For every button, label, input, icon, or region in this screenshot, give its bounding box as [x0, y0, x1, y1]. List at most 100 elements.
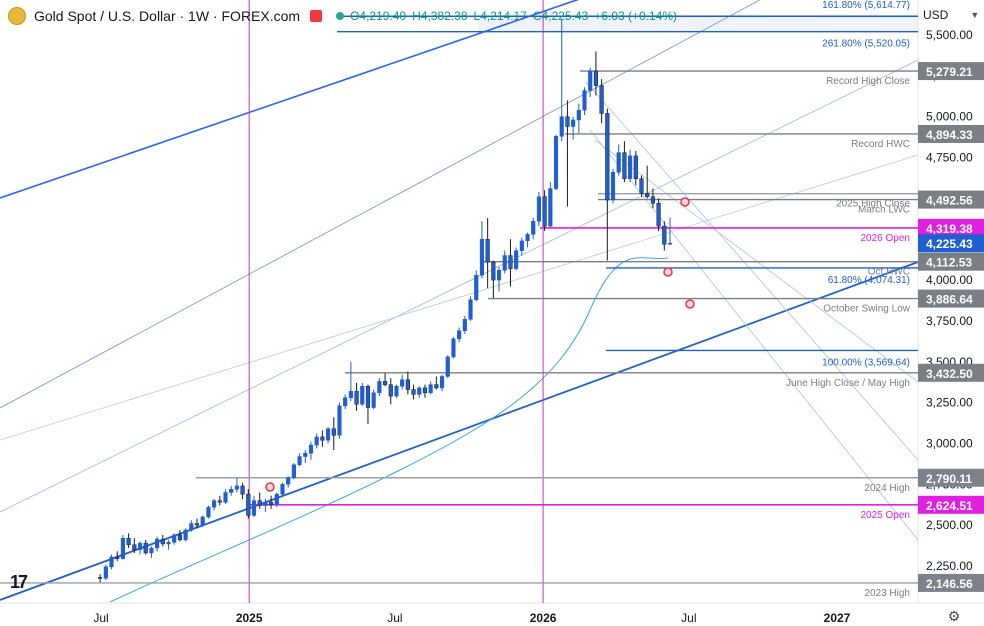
candle-body[interactable]: [434, 384, 439, 389]
candle-body[interactable]: [662, 225, 667, 245]
candle-body[interactable]: [194, 523, 200, 526]
candle-body[interactable]: [234, 485, 239, 490]
candle-body[interactable]: [263, 502, 268, 506]
candle-body[interactable]: [120, 537, 125, 559]
candle-body[interactable]: [628, 155, 633, 180]
candle-body[interactable]: [667, 242, 673, 245]
candle-body[interactable]: [365, 386, 371, 408]
candle-body[interactable]: [354, 390, 359, 405]
candle-body[interactable]: [468, 299, 473, 320]
price-axis-panel[interactable]: [918, 0, 984, 626]
candle-body[interactable]: [417, 387, 422, 395]
marker-circle-1[interactable]: [680, 197, 690, 207]
candle-body[interactable]: [548, 188, 553, 227]
candle-body[interactable]: [229, 488, 234, 493]
candle-body[interactable]: [439, 376, 445, 389]
gear-icon[interactable]: ⚙: [947, 608, 961, 624]
candle-body[interactable]: [582, 90, 587, 111]
candle-body[interactable]: [479, 238, 485, 276]
candle-body[interactable]: [565, 116, 570, 127]
candle-body[interactable]: [246, 493, 251, 516]
candle-body[interactable]: [519, 240, 524, 251]
candle-body[interactable]: [502, 255, 507, 271]
candle-body[interactable]: [428, 384, 433, 394]
candle-body[interactable]: [599, 85, 604, 114]
candle-body[interactable]: [337, 405, 342, 436]
candle-body[interactable]: [348, 390, 353, 398]
candle-body[interactable]: [622, 152, 627, 180]
candle-body[interactable]: [137, 542, 143, 550]
candle-body[interactable]: [388, 384, 393, 397]
trendline-3[interactable]: [0, 261, 919, 601]
candle-body[interactable]: [132, 544, 137, 550]
candle-body[interactable]: [593, 70, 598, 86]
candle-body[interactable]: [149, 547, 154, 554]
marker-circle-3[interactable]: [685, 299, 695, 309]
candle-body[interactable]: [645, 193, 650, 198]
candle-body[interactable]: [291, 464, 296, 479]
candle-body[interactable]: [126, 537, 131, 546]
candle-body[interactable]: [616, 152, 621, 173]
candle-body[interactable]: [525, 234, 530, 242]
candle-body[interactable]: [445, 356, 450, 377]
candle-body[interactable]: [143, 542, 148, 554]
candle-body[interactable]: [462, 319, 467, 331]
candle-body[interactable]: [343, 397, 348, 407]
candle-body[interactable]: [588, 70, 593, 91]
trendline-4[interactable]: [585, 81, 919, 461]
candle-body[interactable]: [303, 453, 308, 457]
candle-body[interactable]: [274, 493, 279, 505]
candle-body[interactable]: [531, 221, 536, 235]
candle-body[interactable]: [496, 270, 502, 281]
candle-body[interactable]: [485, 238, 490, 263]
candle-body[interactable]: [297, 456, 302, 465]
candle-body[interactable]: [656, 203, 661, 227]
candle-body[interactable]: [314, 436, 319, 446]
candle-body[interactable]: [326, 428, 331, 441]
candle-body[interactable]: [405, 379, 410, 390]
trendline-1[interactable]: [0, 0, 918, 409]
candle-body[interactable]: [411, 389, 416, 395]
marker-circle-2[interactable]: [663, 267, 673, 277]
candle-body[interactable]: [394, 386, 399, 397]
candle-body[interactable]: [400, 379, 405, 387]
candle-body[interactable]: [571, 119, 576, 127]
tradingview-logo-icon[interactable]: 17: [10, 572, 28, 592]
candle-body[interactable]: [286, 477, 291, 485]
candle-body[interactable]: [206, 506, 211, 518]
trendline-0[interactable]: [0, 0, 600, 199]
candle-body[interactable]: [639, 178, 644, 194]
candle-body[interactable]: [542, 196, 547, 227]
candle-body[interactable]: [320, 436, 325, 441]
candle-body[interactable]: [240, 485, 245, 495]
candle-body[interactable]: [650, 196, 655, 204]
candle-body[interactable]: [251, 500, 257, 516]
candle-body[interactable]: [457, 330, 462, 340]
candle-body[interactable]: [280, 484, 285, 495]
candle-body[interactable]: [183, 529, 188, 541]
candle-body[interactable]: [155, 538, 160, 549]
currency-selector[interactable]: USD ▼: [919, 4, 979, 26]
candle-body[interactable]: [553, 136, 559, 189]
candle-body[interactable]: [605, 113, 610, 201]
candle-body[interactable]: [103, 566, 108, 579]
candle-body[interactable]: [200, 516, 205, 526]
candle-body[interactable]: [474, 274, 479, 300]
candle-body[interactable]: [223, 492, 228, 503]
candle-body[interactable]: [212, 500, 217, 508]
candle-body[interactable]: [377, 381, 382, 394]
candle-body[interactable]: [514, 250, 519, 269]
candle-body[interactable]: [508, 255, 513, 269]
candle-body[interactable]: [98, 577, 103, 579]
candle-body[interactable]: [189, 523, 194, 531]
candle-body[interactable]: [177, 534, 182, 541]
candle-body[interactable]: [109, 556, 114, 568]
candle-body[interactable]: [422, 387, 428, 394]
trendline-7[interactable]: [0, 154, 919, 441]
candle-body[interactable]: [536, 196, 542, 222]
symbol-title[interactable]: Gold Spot / U.S. Dollar · 1W · FOREX.com: [34, 8, 301, 24]
trendline-5[interactable]: [589, 129, 919, 541]
candle-body[interactable]: [115, 556, 120, 559]
candle-body[interactable]: [360, 386, 365, 405]
